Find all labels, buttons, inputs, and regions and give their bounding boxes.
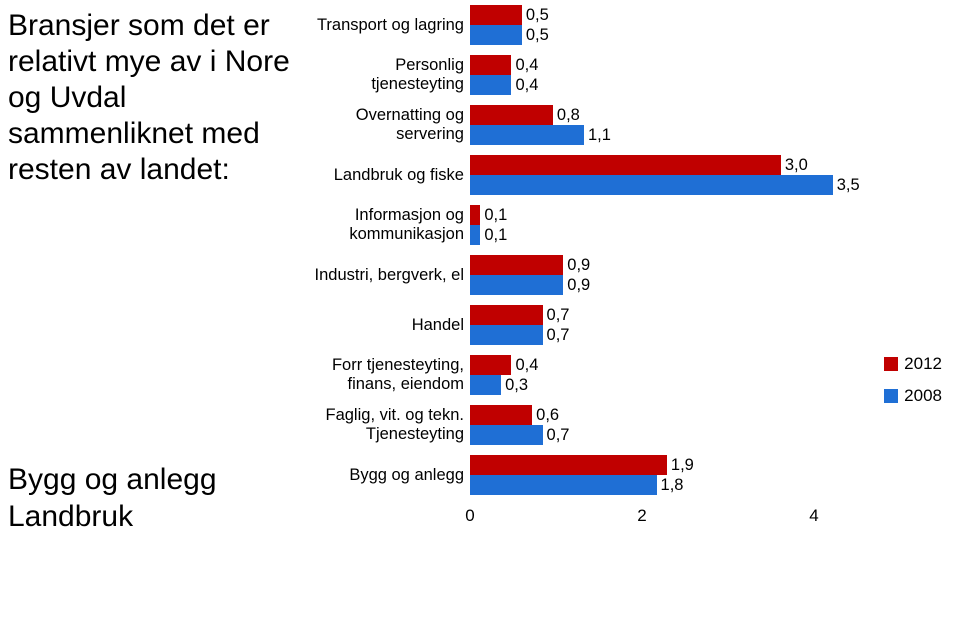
bar-2012 [470, 5, 522, 25]
legend-item-2008: 2008 [884, 380, 942, 412]
x-axis-tick: 2 [637, 506, 646, 526]
bar-2012 [470, 55, 511, 75]
left-column: Bransjer som det er relativt mye av i No… [0, 0, 300, 623]
bar-2008 [470, 225, 480, 245]
bar-2012 [470, 155, 781, 175]
chart-category: Handel 0,7 0,7 [300, 300, 952, 350]
bar-2012 [470, 105, 553, 125]
bar-2008 [470, 75, 511, 95]
value-label: 1,9 [671, 456, 694, 475]
legend-swatch-icon [884, 389, 898, 403]
category-label: Landbruk og fiske [300, 166, 470, 185]
bar-2012 [470, 255, 563, 275]
legend-label: 2008 [904, 380, 942, 412]
value-label: 0,4 [515, 356, 538, 375]
chart-category: Bygg og anlegg 1,9 1,8 [300, 450, 952, 500]
bar-2012 [470, 205, 480, 225]
category-label: Bygg og anlegg [300, 466, 470, 485]
bar-2012 [470, 355, 511, 375]
x-axis: 024 [470, 506, 870, 534]
bar-2008 [470, 325, 543, 345]
page-title: Bransjer som det er relativt mye av i No… [8, 8, 294, 188]
bar-2008 [470, 125, 584, 145]
value-label: 0,7 [547, 306, 570, 325]
value-label: 0,7 [547, 326, 570, 345]
legend-swatch-icon [884, 357, 898, 371]
value-label: 0,5 [526, 6, 549, 25]
chart-category: Informasjon og kommunikasjon 0,1 0,1 [300, 200, 952, 250]
value-label: 0,1 [484, 206, 507, 225]
value-label: 0,6 [536, 406, 559, 425]
chart-category: Landbruk og fiske 3,0 3,5 [300, 150, 952, 200]
bar-2008 [470, 475, 657, 495]
chart-category: Personlig tjenesteyting 0,4 0,4 [300, 50, 952, 100]
value-label: 3,5 [837, 176, 860, 195]
value-label: 0,3 [505, 376, 528, 395]
value-label: 0,4 [515, 56, 538, 75]
category-label: Transport og lagring [300, 16, 470, 35]
legend-item-2012: 2012 [884, 348, 942, 380]
page-subtitle: Bygg og anlegg Landbruk [8, 461, 294, 535]
value-label: 0,4 [515, 76, 538, 95]
page: Bransjer som det er relativt mye av i No… [0, 0, 960, 623]
category-label: Handel [300, 316, 470, 335]
chart-category: Overnatting og servering 0,8 1,1 [300, 100, 952, 150]
category-label: Overnatting og servering [300, 106, 470, 144]
bar-2008 [470, 425, 543, 445]
value-label: 0,1 [484, 226, 507, 245]
x-axis-tick: 4 [809, 506, 818, 526]
chart-category: Transport og lagring 0,5 0,5 [300, 0, 952, 50]
chart-legend: 2012 2008 [884, 348, 942, 413]
chart-category: Faglig, vit. og tekn. Tjenesteyting 0,6 … [300, 400, 952, 450]
chart-category: Industri, bergverk, el 0,9 0,9 [300, 250, 952, 300]
category-label: Faglig, vit. og tekn. Tjenesteyting [300, 406, 470, 444]
value-label: 1,1 [588, 126, 611, 145]
chart-column: Transport og lagring 0,5 0,5 [300, 0, 960, 623]
x-axis-tick: 0 [465, 506, 474, 526]
value-label: 0,7 [547, 426, 570, 445]
category-label: Industri, bergverk, el [300, 266, 470, 285]
value-label: 0,9 [567, 256, 590, 275]
category-label: Personlig tjenesteyting [300, 56, 470, 94]
chart-category: Forr tjenesteyting, finans, eiendom 0,4 … [300, 350, 952, 400]
value-label: 0,9 [567, 276, 590, 295]
bar-2012 [470, 455, 667, 475]
bar-2008 [470, 375, 501, 395]
category-label: Forr tjenesteyting, finans, eiendom [300, 356, 470, 394]
bar-chart: Transport og lagring 0,5 0,5 [300, 0, 952, 623]
value-label: 0,8 [557, 106, 580, 125]
value-label: 0,5 [526, 26, 549, 45]
category-label: Informasjon og kommunikasjon [300, 206, 470, 244]
value-label: 3,0 [785, 156, 808, 175]
value-label: 1,8 [661, 476, 684, 495]
bar-2008 [470, 275, 563, 295]
bar-2008 [470, 175, 833, 195]
bar-2008 [470, 25, 522, 45]
bar-2012 [470, 305, 543, 325]
legend-label: 2012 [904, 348, 942, 380]
bar-2012 [470, 405, 532, 425]
